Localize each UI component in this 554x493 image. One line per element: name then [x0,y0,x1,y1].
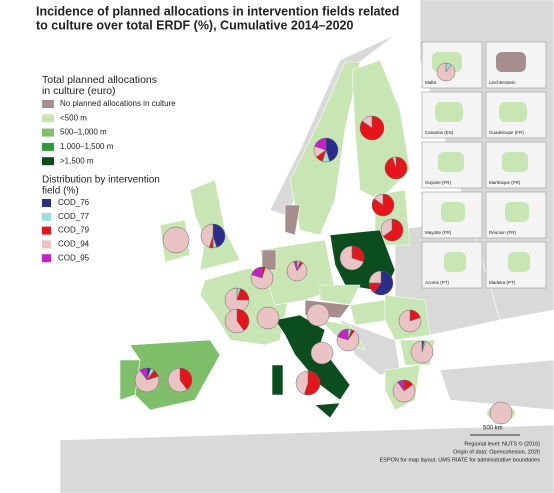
inset-land [502,152,528,172]
land-sardinia [271,364,284,396]
pie-legend-swatch [42,226,51,235]
inset-label: Guadeloupe (FR) [489,130,524,135]
land-portugal [119,359,141,401]
pie-slice [179,367,193,391]
pie-slice [224,308,245,334]
inset-label: Martinique (FR) [489,180,521,185]
legend-swatch [42,114,54,123]
legend-label: 500–1,000 m [60,128,107,137]
legend-title: in culture (euro) [42,85,116,97]
pie-slice [489,401,513,425]
legend-label: 1,000–1,500 m [60,142,114,151]
inset-label: Madeira (PT) [489,280,516,285]
inset-land [441,202,465,222]
inset-label: Réunion (FR) [489,230,517,235]
pie-slice [286,261,308,282]
pie-slice [397,379,405,392]
land-africa [59,424,554,493]
pie-slice [139,367,148,381]
inset-land [508,252,530,272]
pie-slice [373,193,384,206]
pie-slice [134,369,160,393]
land-denmark [284,204,301,236]
credit: ESPON for map layout, UMS RIATE for admi… [380,457,541,463]
pie-slice [251,266,263,279]
pie-legend-label: COD_95 [58,253,90,262]
pie-slice [361,115,373,129]
pie-slice [436,62,456,82]
legend-swatch [42,100,54,108]
inset-label: Mayotte (FR) [425,230,452,235]
legend-swatch [42,157,54,166]
legend-label: No planned allocations in culture [60,99,176,108]
inset-land [505,202,529,222]
pie-legend-label: COD_77 [58,212,90,221]
land-netherlands [261,249,277,271]
pie-legend-title: Distribution by intervention [42,175,160,186]
pie-slice [310,341,334,365]
pie-slice [236,308,250,332]
pie-legend-swatch [42,199,51,207]
pie-slice [212,223,226,248]
legend-label: <500 m [60,113,87,122]
pie-slice [167,367,188,393]
pie-slice [398,309,422,333]
inset-land [438,152,464,172]
inset-label: Guyane (FR) [425,180,452,185]
pie-legend-label: COD_76 [58,198,90,207]
pie-slice [200,223,214,248]
inset-land [496,52,526,72]
pie-legend-title: field (%) [42,186,79,197]
pie-slice [306,303,330,327]
pie-legend-swatch [42,240,51,249]
title: Incidence of planned allocations in inte… [36,4,399,18]
pie-legend-swatch [42,212,51,221]
pie-slice [256,306,280,330]
pie-slice [295,370,309,395]
inset-label: Acores (PT) [425,280,450,285]
legend-label: >1,500 m [60,156,94,165]
legend-swatch [42,128,54,137]
pie-slice [368,270,382,284]
pie-legend-label: COD_79 [58,226,90,235]
pie-slice [325,137,339,162]
pie-slice [410,340,434,364]
credit: Origin of data: Opencohesion, 2020 [453,449,540,455]
pie-slice [380,218,393,237]
inset-label: Liechtenstein [489,80,516,85]
pie-slice [382,218,404,242]
pie-legend-swatch [42,254,51,263]
credit: Regional level: NUTS © (2016) [464,440,540,447]
pie-slice [337,328,349,341]
pie-slice [224,287,250,313]
inset-land [444,252,466,272]
inset-land [435,102,463,122]
pie-slice [293,260,298,272]
pie-slice [314,137,327,151]
pie-slice [339,245,364,271]
inset-label: Canarias (ES) [425,130,454,135]
pie-slice [336,330,360,352]
pie-legend-label: COD_94 [58,240,90,249]
pie-slice [373,270,394,296]
title: to culture over total ERDF (%), Cumulati… [36,18,354,32]
pie-slice [392,156,397,169]
inset-label: Malta [425,80,437,85]
land-sicily [314,402,341,419]
pie-slice [392,381,416,403]
legend-swatch [42,142,54,151]
inset-land [499,102,527,122]
scale-label: 500 km [483,426,503,432]
pie-slice [162,226,190,254]
land-turkey [439,359,554,411]
legend-title: Total planned allocations [42,74,157,86]
